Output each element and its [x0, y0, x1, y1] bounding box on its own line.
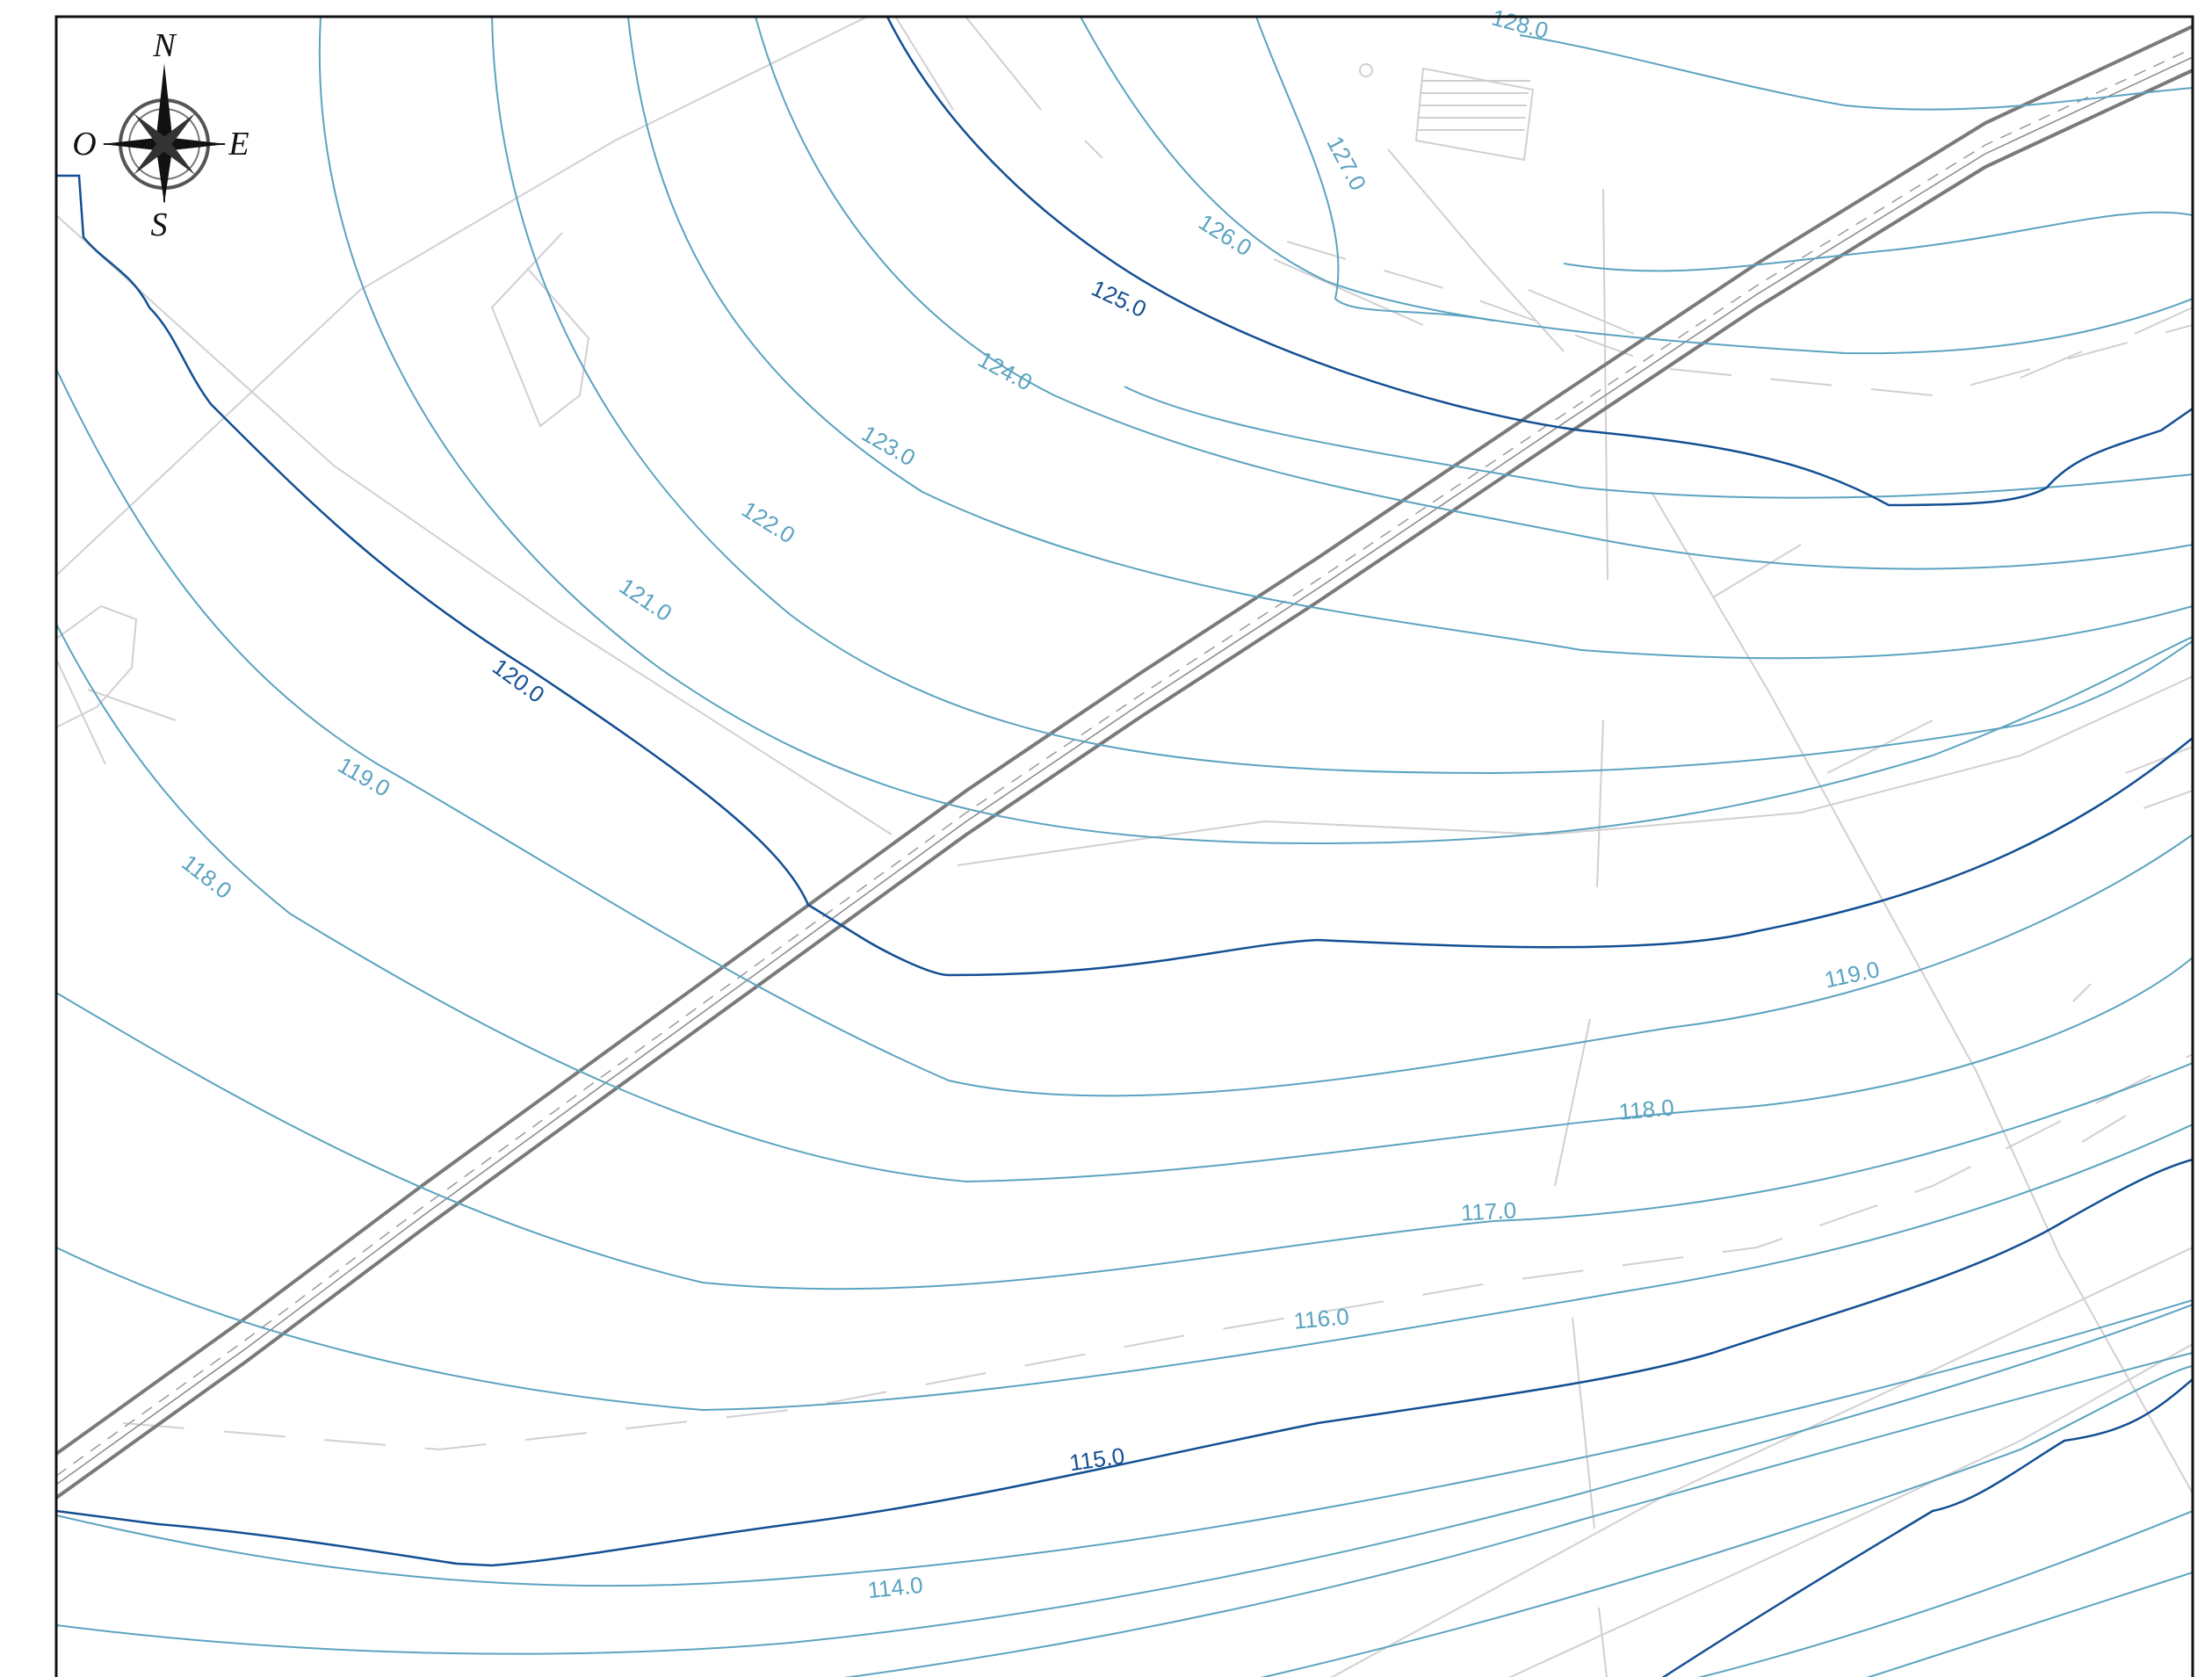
compass-west-point: [102, 137, 164, 151]
contour-label-122: 122.0: [737, 495, 799, 548]
compass-east-point: [164, 137, 227, 151]
contour-label-119-west: 119.0: [334, 751, 395, 802]
dashed-tracks: [122, 241, 2193, 1451]
contour-label-125: 125.0: [1088, 274, 1151, 322]
contour-label-116: 116.0: [1292, 1303, 1350, 1334]
major-contours: [56, 17, 2193, 1677]
contour-label-118-west: 118.0: [177, 849, 236, 905]
compass-east-label: E: [228, 126, 249, 163]
contour-label-118-east: 118.0: [1617, 1094, 1675, 1124]
compass-north-point: [155, 63, 173, 144]
compass-south-point: [155, 144, 173, 204]
background-features: [56, 17, 2193, 1677]
contour-labels: 128.0 127.0 126.0 125.0 124.0 123.0 122.…: [177, 4, 1882, 1603]
contour-label-123: 123.0: [857, 420, 920, 472]
contour-label-115: 115.0: [1067, 1442, 1126, 1476]
minor-contours: [56, 17, 2193, 1677]
compass-west-label: O: [72, 126, 96, 163]
compass-rose: N S E O: [72, 27, 249, 243]
contour-label-121: 121.0: [615, 573, 677, 626]
road: [56, 25, 2193, 1500]
compass-north-label: N: [152, 27, 177, 64]
contour-label-128: 128.0: [1489, 4, 1551, 44]
map-frame: [54, 15, 2194, 1677]
contour-label-119-east: 119.0: [1822, 956, 1882, 993]
contour-label-124: 124.0: [973, 346, 1037, 396]
contour-label-114: 114.0: [866, 1572, 924, 1603]
compass-south-label: S: [151, 206, 168, 243]
contour-label-127: 127.0: [1321, 132, 1371, 195]
contour-label-117: 117.0: [1460, 1196, 1517, 1225]
contour-label-126: 126.0: [1194, 208, 1256, 261]
